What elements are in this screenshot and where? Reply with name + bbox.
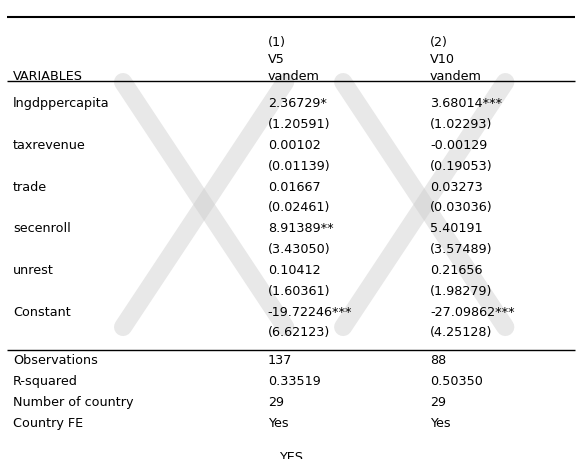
Text: (2): (2) <box>430 36 448 49</box>
Text: secenroll: secenroll <box>13 222 71 235</box>
Text: Observations: Observations <box>13 354 98 367</box>
Text: vandem: vandem <box>430 70 482 83</box>
Text: (0.03036): (0.03036) <box>430 201 492 214</box>
Text: trade: trade <box>13 180 47 193</box>
Text: 8.91389**: 8.91389** <box>268 222 333 235</box>
Text: 0.01667: 0.01667 <box>268 180 321 193</box>
Text: 5.40191: 5.40191 <box>430 222 482 235</box>
Text: Country FE: Country FE <box>13 416 83 429</box>
Text: 3.68014***: 3.68014*** <box>430 97 502 110</box>
Text: Yes: Yes <box>268 416 289 429</box>
Text: R-squared: R-squared <box>13 375 78 387</box>
Text: Constant: Constant <box>13 305 71 318</box>
Text: 0.33519: 0.33519 <box>268 375 321 387</box>
Text: (1.02293): (1.02293) <box>430 118 492 131</box>
Text: 0.21656: 0.21656 <box>430 263 482 276</box>
Text: (1.20591): (1.20591) <box>268 118 331 131</box>
Text: VARIABLES: VARIABLES <box>13 70 83 83</box>
Text: 137: 137 <box>268 354 292 367</box>
Text: (1.98279): (1.98279) <box>430 284 492 297</box>
Text: 0.03273: 0.03273 <box>430 180 482 193</box>
Text: vandem: vandem <box>268 70 320 83</box>
Text: (0.19053): (0.19053) <box>430 159 492 173</box>
Text: 88: 88 <box>430 354 446 367</box>
Text: taxrevenue: taxrevenue <box>13 139 86 151</box>
Text: 29: 29 <box>430 395 446 408</box>
Text: V5: V5 <box>268 53 285 66</box>
Text: -0.00129: -0.00129 <box>430 139 487 151</box>
Text: Yes: Yes <box>430 416 450 429</box>
Text: 29: 29 <box>268 395 284 408</box>
Text: -27.09862***: -27.09862*** <box>430 305 514 318</box>
Text: -19.72246***: -19.72246*** <box>268 305 352 318</box>
Text: V10: V10 <box>430 53 455 66</box>
Text: 0.10412: 0.10412 <box>268 263 321 276</box>
Text: lngdppercapita: lngdppercapita <box>13 97 109 110</box>
Text: Number of country: Number of country <box>13 395 133 408</box>
Text: (4.25128): (4.25128) <box>430 325 492 339</box>
Text: 2.36729*: 2.36729* <box>268 97 327 110</box>
Text: (0.02461): (0.02461) <box>268 201 330 214</box>
Text: YES: YES <box>279 450 303 459</box>
Text: 0.50350: 0.50350 <box>430 375 483 387</box>
Text: 0.00102: 0.00102 <box>268 139 321 151</box>
Text: (6.62123): (6.62123) <box>268 325 330 339</box>
Text: (1): (1) <box>268 36 286 49</box>
Text: (3.43050): (3.43050) <box>268 242 331 256</box>
Text: (0.01139): (0.01139) <box>268 159 331 173</box>
Text: (3.57489): (3.57489) <box>430 242 492 256</box>
Text: (1.60361): (1.60361) <box>268 284 331 297</box>
Text: unrest: unrest <box>13 263 54 276</box>
